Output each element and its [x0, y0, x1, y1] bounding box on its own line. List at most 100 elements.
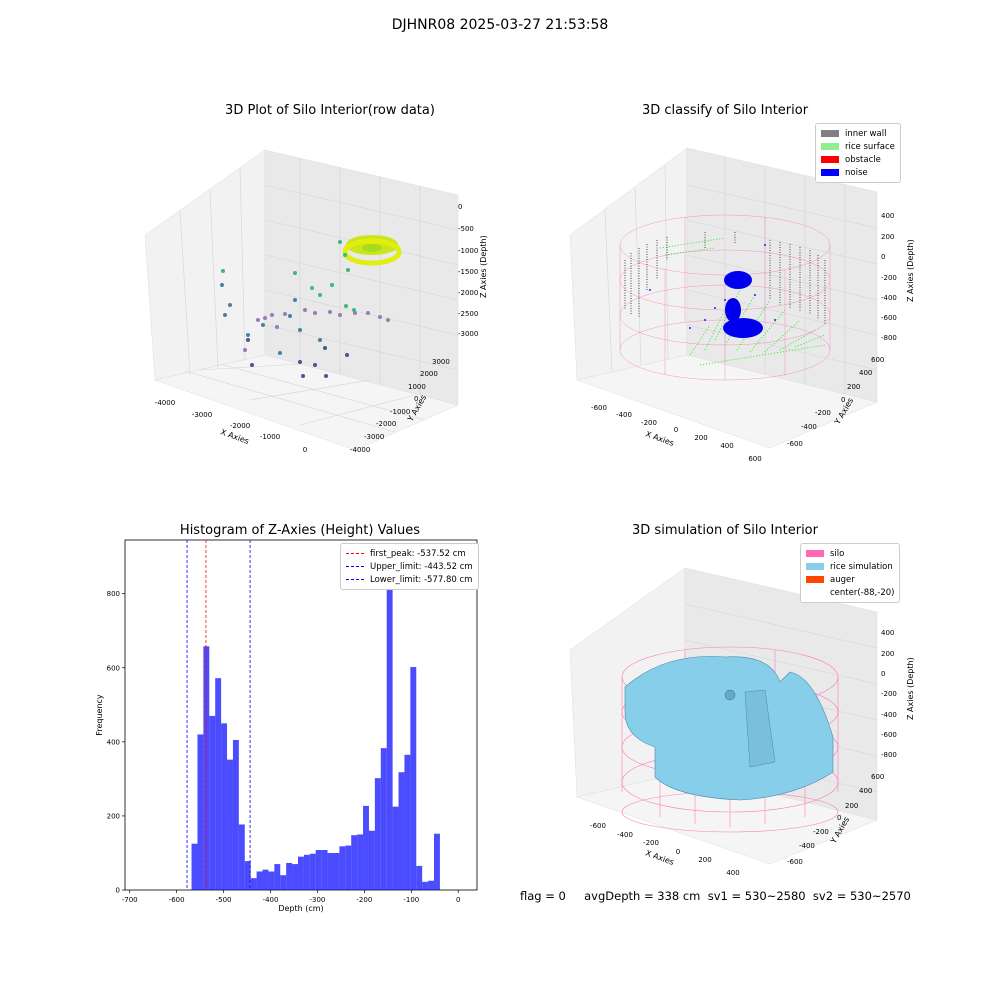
histogram-bar: [268, 871, 275, 890]
x-axis-ticks: -4000 -3000 -2000 -1000 0: [155, 399, 307, 454]
y-tick: 0: [414, 395, 418, 403]
y-tick: -4000: [350, 446, 370, 454]
histogram-bar: [227, 759, 233, 890]
histogram-bar: [374, 778, 381, 890]
legend-swatch: [821, 143, 839, 150]
legend-line: [346, 553, 364, 554]
histogram-bar: [292, 864, 298, 890]
legend-label: silo: [830, 548, 845, 559]
y-tick: -400: [801, 423, 817, 431]
z-axis-label: Z Axies (Depth): [906, 657, 915, 720]
histogram-bar: [274, 864, 281, 890]
x-tick: -400: [616, 411, 632, 419]
legend-line: [346, 579, 364, 580]
axes-panes: [144, 149, 459, 451]
x-axis-ticks: -700 -600 -500 -400 -300 -200 -100 0: [122, 890, 460, 904]
histogram-bar: [215, 678, 222, 890]
legend-swatch: [806, 563, 824, 570]
legend-swatch: [806, 550, 824, 557]
histogram-bar: [380, 748, 387, 890]
histogram-bar: [315, 850, 322, 890]
legend-entry-inner-wall: inner wall: [821, 127, 895, 140]
z-axis-label: Z Axies (Depth): [906, 239, 915, 302]
x-tick: -200: [643, 839, 659, 847]
histogram-bar: [410, 667, 417, 890]
status-info-text: flag = 0 avgDepth = 338 cm sv1 = 530~258…: [520, 889, 911, 903]
z-tick: -1500: [458, 268, 478, 276]
plot-frame: [124, 539, 478, 891]
y-tick-label: 600: [107, 664, 120, 672]
y-tick-label: 400: [107, 738, 120, 746]
legend-label: Upper_limit: -443.52 cm: [370, 561, 473, 572]
y-axis-ticks: 3000 2000 1000 0 -1000 -2000 -3000 -4000: [350, 358, 450, 454]
histogram-bar: [297, 856, 304, 890]
y-tick: 3000: [432, 358, 450, 366]
z-tick: -2500: [458, 310, 478, 318]
histogram-bar: [197, 734, 204, 890]
z-tick: 200: [881, 650, 894, 658]
histogram-bar: [416, 865, 423, 890]
legend-swatch: [806, 576, 824, 583]
x-tick: -400: [617, 831, 633, 839]
x-tick-label: 0: [456, 896, 460, 904]
x-axis-label: Depth (cm): [278, 904, 323, 913]
y-tick: 400: [859, 369, 872, 377]
x-tick: -600: [591, 404, 607, 412]
histogram-bar: [398, 772, 405, 890]
histogram-bar: [434, 833, 440, 890]
y-tick: -600: [787, 858, 803, 866]
histogram-bar: [422, 881, 429, 890]
histogram-bar: [244, 861, 251, 890]
z-axis-ticks: 400 200 0 -200 -400 -600 -800: [881, 629, 897, 759]
histogram-bar: [203, 646, 210, 890]
y-tick: 600: [871, 773, 884, 781]
x-tick: -1000: [260, 433, 280, 441]
z-tick: -800: [881, 751, 897, 759]
z-tick: -3000: [458, 330, 478, 338]
legend-swatch: [806, 589, 824, 596]
z-tick: -600: [881, 314, 897, 322]
classify-plot-title: 3D classify of Silo Interior: [641, 103, 809, 118]
z-tick: -200: [881, 690, 897, 698]
z-tick: -400: [881, 711, 897, 719]
x-tick: -2000: [230, 422, 250, 430]
histogram-bar: [321, 850, 328, 890]
x-tick: -4000: [155, 399, 175, 407]
inner-wall-points: [624, 232, 826, 325]
legend-entry-upper-limit: Upper_limit: -443.52 cm: [346, 560, 473, 573]
histogram-bar: [309, 853, 316, 890]
z-tick: 0: [458, 203, 462, 211]
x-tick: 400: [720, 442, 733, 450]
x-axis-ticks: -600 -400 -200 0 200 400: [590, 822, 740, 877]
classify-legend: inner wall rice surface obstacle noise: [815, 123, 901, 183]
y-tick: -200: [813, 828, 829, 836]
y-tick: -200: [815, 409, 831, 417]
y-tick: -600: [787, 440, 803, 448]
simulation-legend: silo rice simulation auger center(-88,-2…: [800, 543, 901, 603]
histogram-bar: [363, 805, 369, 890]
z-tick: -1000: [458, 247, 478, 255]
y-tick-label: 200: [107, 812, 120, 820]
legend-label: rice surface: [845, 141, 895, 152]
raw-point-cloud: [220, 235, 402, 378]
legend-label: inner wall: [845, 128, 887, 139]
x-tick: 0: [676, 848, 680, 856]
y-tick: 2000: [420, 370, 438, 378]
x-axis-label: X Axies: [644, 429, 675, 448]
legend-entry-noise: noise: [821, 166, 895, 179]
x-tick-label: -200: [356, 896, 372, 904]
raw-plot-title: 3D Plot of Silo Interior(row data): [225, 103, 435, 118]
legend-entry-rice-surface: rice surface: [821, 140, 895, 153]
histogram-vlines: [186, 540, 251, 890]
z-tick: 200: [881, 233, 894, 241]
legend-swatch: [821, 169, 839, 176]
x-axis-label: X Axies: [219, 427, 250, 446]
y-axis-ticks: 0 200 400 600 800: [107, 590, 125, 895]
legend-entry-rice-simulation: rice simulation: [806, 560, 894, 573]
figure-suptitle: DJHNR08 2025-03-27 21:53:58: [391, 17, 609, 33]
x-tick: 200: [698, 856, 711, 864]
legend-entry-obstacle: obstacle: [821, 153, 895, 166]
histogram-bar: [345, 845, 352, 890]
histogram-bars: [191, 560, 440, 890]
legend-label: rice simulation: [830, 561, 893, 572]
